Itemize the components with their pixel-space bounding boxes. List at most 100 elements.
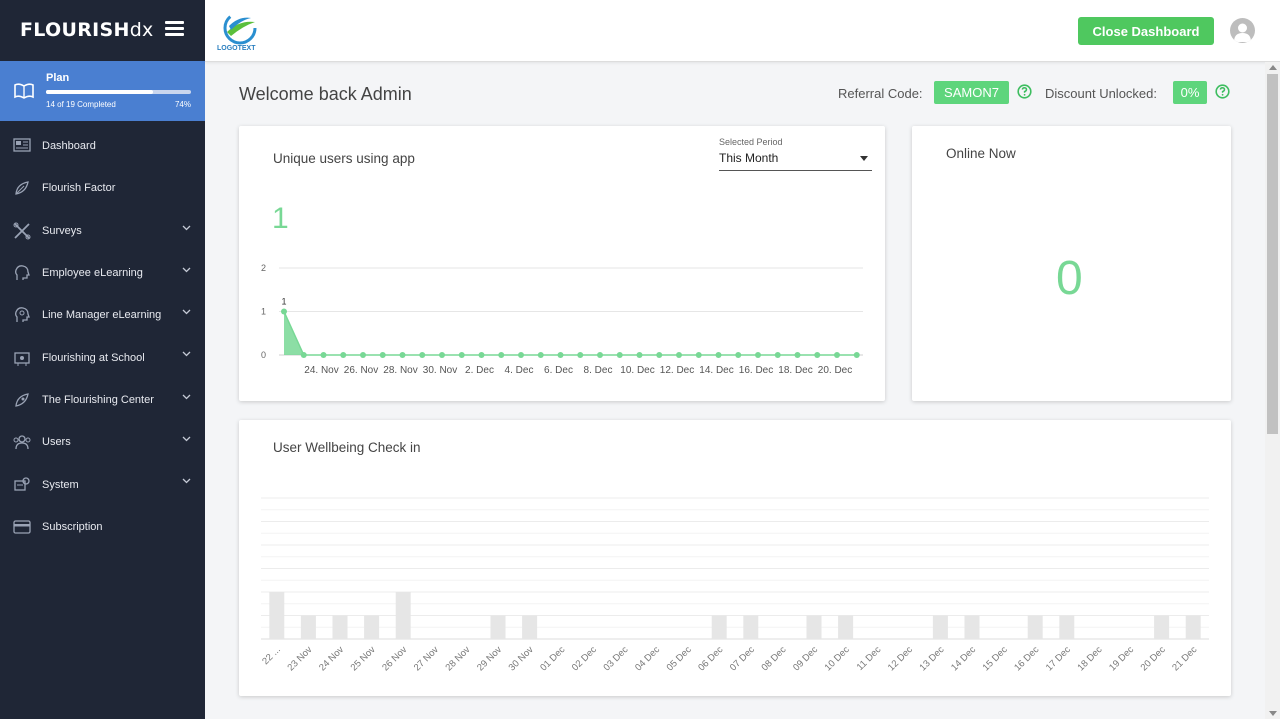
x-tick-label: 13 Dec [917,644,946,673]
data-point [478,352,485,358]
data-point [715,352,722,358]
data-point [636,352,643,358]
x-tick-label: 20. Dec [818,365,852,376]
bar [395,592,411,639]
x-tick-label: 10 Dec [823,644,852,673]
sidebar-item-flourishing-at-school[interactable]: Flourishing at School [0,336,205,378]
menu-toggle-icon[interactable] [165,21,184,36]
period-select[interactable]: This Month [719,151,872,171]
chevron-down-icon[interactable] [182,309,191,315]
sidebar-item-label: Flourish Factor [42,182,116,195]
x-tick-label: 15 Dec [981,644,1010,673]
head-icon [12,263,32,283]
sidebar-item-users[interactable]: Users [0,421,205,463]
logo-text: LOGOTEXT [217,45,256,52]
x-tick-label: 28. Nov [383,365,417,376]
sidebar-item-line-manager-elearning[interactable]: Line Manager eLearning [0,294,205,336]
x-tick-label: 19 Dec [1107,644,1136,673]
bar [332,615,348,639]
data-point [656,352,663,358]
avatar[interactable] [1230,18,1255,43]
sidebar-item-employee-elearning[interactable]: Employee eLearning [0,252,205,294]
x-tick-label: 30 Nov [507,644,536,673]
data-point [300,352,307,358]
x-tick-label: 04 Dec [633,644,662,673]
company-logo[interactable] [217,8,263,54]
chevron-down-icon[interactable] [182,436,191,442]
y-tick-label: 0 [261,350,266,360]
plan-progress-card[interactable]: Plan 14 of 19 Completed 74% [0,61,205,121]
bar [838,615,854,639]
help-circle-icon[interactable] [1017,84,1032,99]
data-point [597,352,603,358]
x-tick-label: 05 Dec [665,644,694,673]
bar [932,615,948,639]
user-avatar-icon [1234,23,1251,42]
x-tick-label: 10. Dec [620,365,654,376]
sidebar-item-subscription[interactable]: Subscription [0,506,205,548]
data-point [557,352,564,358]
x-tick-label: 12. Dec [660,365,694,376]
caret-down-icon [860,156,868,161]
x-tick-label: 07 Dec [728,644,757,673]
page-scrollbar[interactable] [1265,62,1280,719]
top-header: LOGOTEXT Close Dashboard [205,0,1280,62]
sidebar-item-dashboard[interactable]: Dashboard [0,125,205,167]
wellbeing-card: User Wellbeing Check in 22 ... 23 Nov 24 N… [239,420,1231,696]
brand-logo[interactable]: FLOURISHdx [0,0,205,60]
data-point [281,308,287,315]
chevron-down-icon[interactable] [182,351,191,357]
referral-code-badge[interactable]: SAMON7 [934,81,1009,104]
head-gear-icon [12,305,32,325]
help-circle-icon[interactable] [1215,84,1230,99]
bar [364,615,380,639]
discount-badge[interactable]: 0% [1173,81,1207,104]
sidebar-item-flourish-factor[interactable]: Flourish Factor [0,167,205,209]
series-area [284,311,857,355]
sidebar-item-flourishing-center[interactable]: The Flourishing Center [0,379,205,421]
x-tick-label: 16 Dec [1012,644,1041,673]
data-point [379,352,386,358]
sidebar-item-label: System [42,478,79,491]
chevron-down-icon[interactable] [182,394,191,400]
x-tick-label: 17 Dec [1044,644,1073,673]
plan-progress-fill [46,90,154,94]
sidebar-item-label: Users [42,436,71,449]
bar [300,615,316,639]
data-point [577,352,584,358]
data-point [399,352,406,358]
chevron-down-icon[interactable] [182,478,191,484]
data-point [774,352,781,358]
x-tick-label: 8. Dec [584,365,613,376]
chevron-down-icon[interactable] [182,225,191,231]
period-select-value: This Month [719,151,779,165]
data-point [695,352,702,358]
referral-code-label: Referral Code: [838,86,923,101]
bar [711,615,727,639]
bar [743,615,759,639]
scroll-down-icon[interactable] [1269,711,1277,716]
bar [1027,615,1043,639]
brand-suffix: dx [129,19,154,41]
selected-period-label: Selected Period [719,137,783,147]
bar [964,615,980,639]
x-tick-label: 24 Nov [317,644,346,673]
chevron-down-icon[interactable] [182,267,191,273]
plan-completed-text: 14 of 19 Completed [46,100,116,109]
bar [1185,615,1201,639]
plan-title: Plan [46,72,70,84]
brand-name: FLOURISH [20,19,130,41]
sidebar-item-surveys[interactable]: Surveys [0,210,205,252]
sidebar-item-label: Employee eLearning [42,267,143,280]
online-now-title: Online Now [946,146,1016,161]
sidebar-item-label: Dashboard [42,140,96,153]
data-point [834,352,840,358]
wellbeing-title: User Wellbeing Check in [273,440,421,455]
scroll-thumb[interactable] [1267,74,1278,434]
sidebar-item-system[interactable]: System [0,463,205,505]
x-tick-label: 08 Dec [759,644,788,673]
scroll-up-icon[interactable] [1269,65,1277,70]
close-dashboard-button[interactable]: Close Dashboard [1078,17,1214,45]
x-tick-label: 18 Dec [1075,644,1104,673]
sidebar-nav: Dashboard Flourish Factor Surveys Employ… [0,125,205,548]
